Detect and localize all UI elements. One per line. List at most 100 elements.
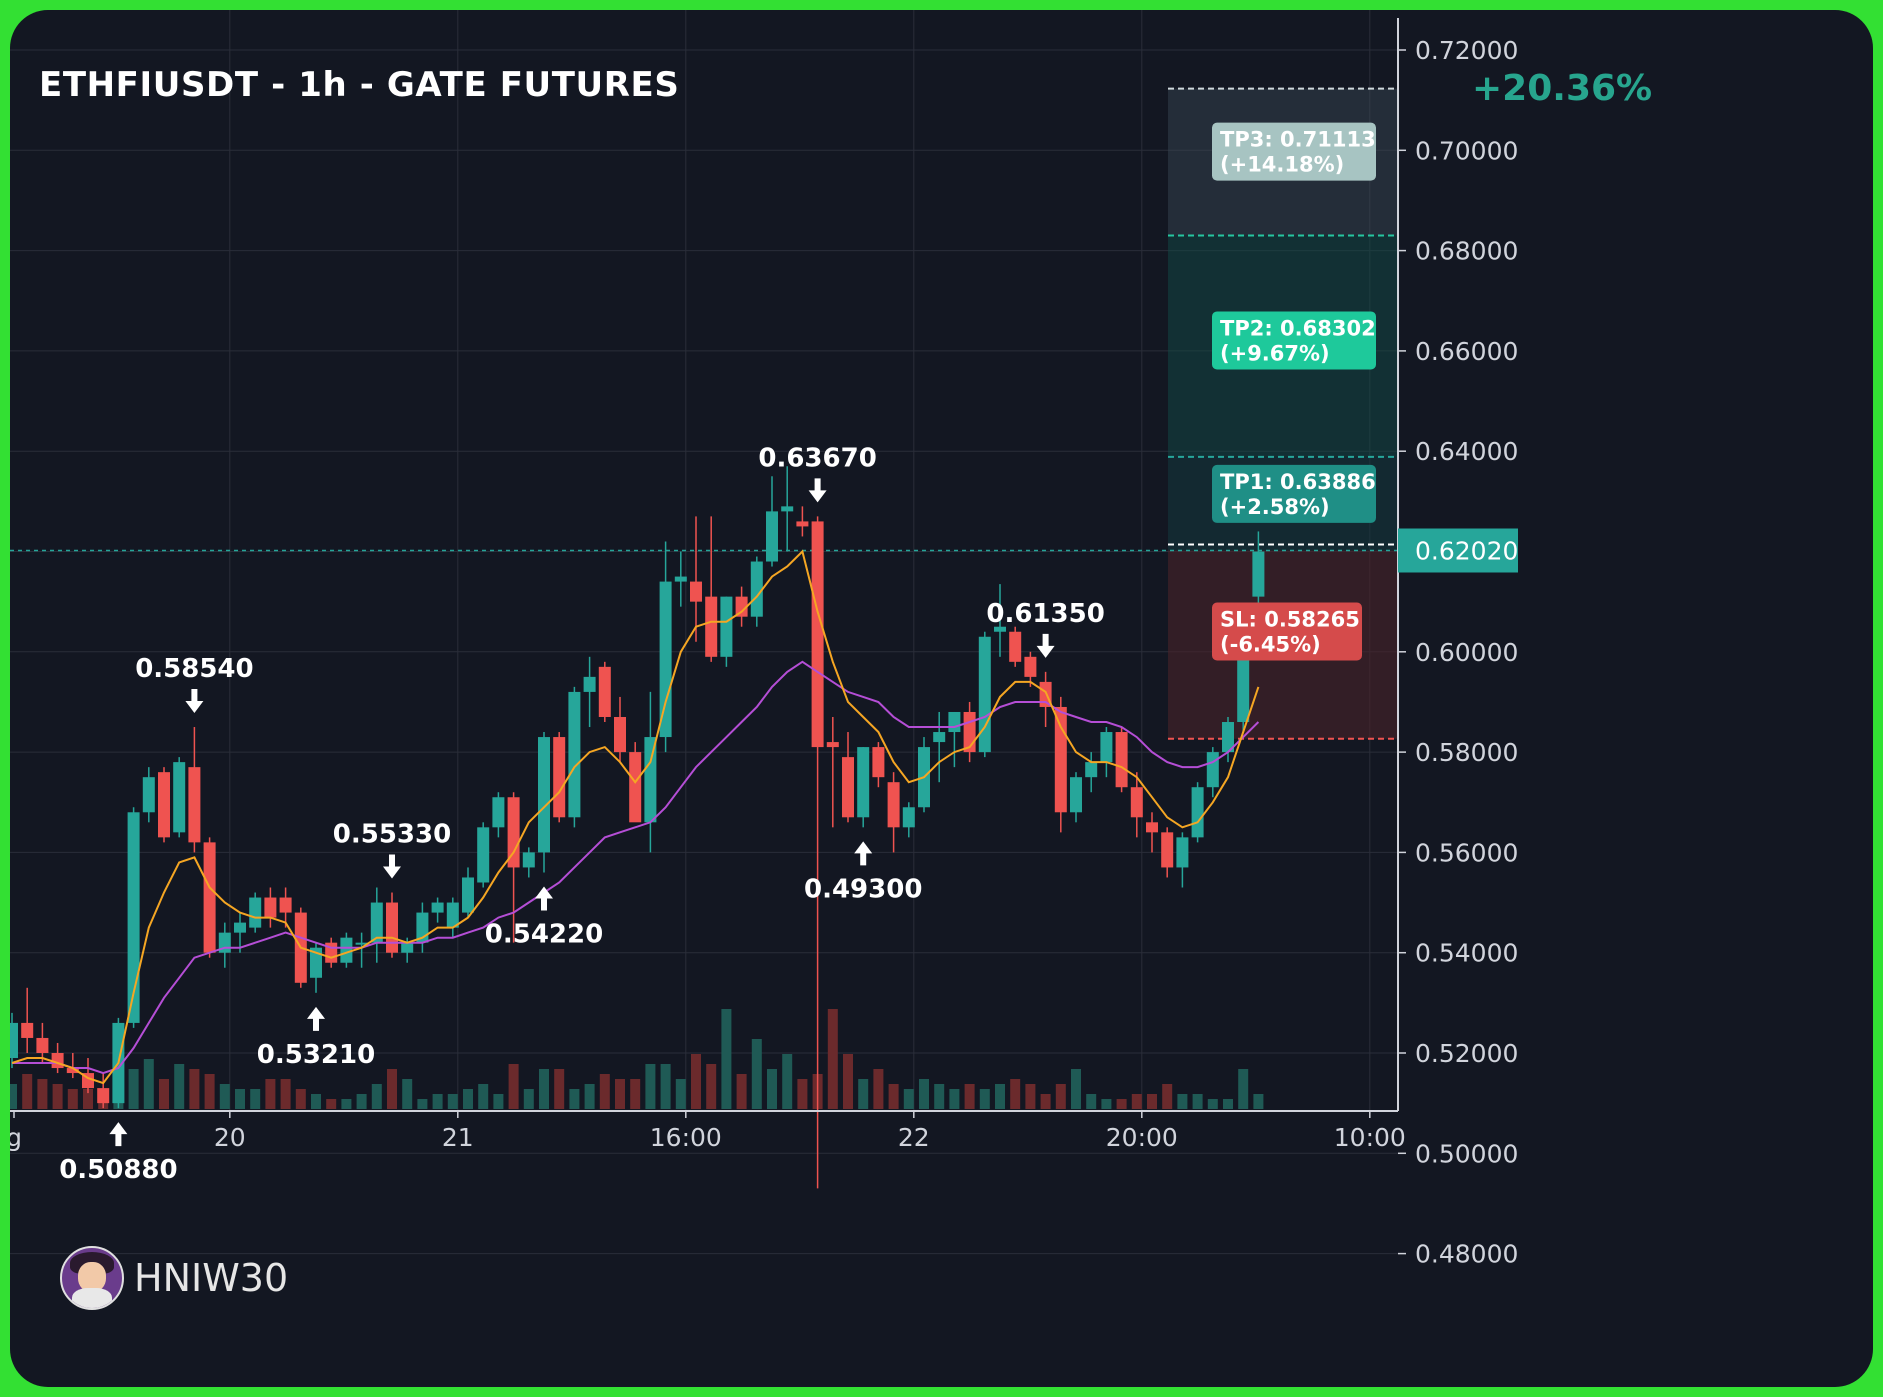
tp3-label-text: TP3: 0.71113	[1220, 128, 1376, 152]
candle	[720, 596, 733, 667]
candle-body	[446, 902, 459, 928]
author-badge: HNIW30	[60, 1246, 288, 1310]
volume-bar	[797, 1079, 808, 1109]
candle	[796, 506, 809, 537]
candle-body	[173, 762, 186, 833]
volume-bar	[1207, 1099, 1218, 1109]
candle	[568, 686, 581, 828]
x-tick-label: 21	[442, 1123, 474, 1152]
candle	[1085, 752, 1098, 793]
tp2-label: TP2: 0.68302(+9.67%)	[1212, 311, 1376, 370]
candle	[538, 732, 550, 873]
candle	[948, 711, 961, 768]
candle	[173, 757, 186, 838]
candle	[1222, 716, 1234, 763]
candle-body	[66, 1068, 79, 1074]
arrow-up-icon	[854, 841, 873, 866]
arrow-down-icon	[383, 854, 401, 879]
y-tick-label: 0.60000	[1415, 638, 1518, 667]
candle	[598, 661, 611, 723]
x-tick-label: 16:00	[650, 1123, 722, 1152]
candle-body	[1115, 732, 1128, 788]
volume-bar	[888, 1084, 899, 1109]
candle	[1176, 832, 1189, 888]
y-tick-label: 0.68000	[1415, 237, 1518, 266]
candle	[522, 847, 535, 878]
candle	[355, 932, 368, 968]
candle	[963, 701, 976, 763]
volume-bar	[341, 1099, 352, 1109]
annotation: 0.55330	[333, 820, 451, 879]
sl-pct-text: (-6.45%)	[1220, 632, 1321, 656]
candle-body	[1222, 722, 1234, 753]
volume-bar	[1177, 1094, 1188, 1109]
candle	[902, 802, 915, 838]
volume-bar	[782, 1054, 793, 1109]
candle-body	[583, 676, 596, 692]
candle-body	[127, 812, 140, 1023]
volume-bar	[1131, 1094, 1142, 1109]
candle-body	[355, 942, 368, 945]
annotation-label: 0.63670	[758, 443, 876, 473]
volume-bar	[1192, 1094, 1203, 1109]
candle-body	[507, 797, 520, 868]
candle-body	[1252, 551, 1265, 597]
volume-bar	[128, 1069, 139, 1109]
candle	[705, 516, 718, 662]
candle	[234, 912, 246, 953]
volume-bar	[584, 1084, 595, 1109]
annotation-label: 0.55330	[333, 820, 451, 850]
volume-bar	[569, 1089, 580, 1109]
volume-bar	[387, 1069, 397, 1109]
volume-bar	[447, 1094, 458, 1109]
candle-body	[1100, 732, 1113, 763]
volume-bar	[250, 1089, 261, 1109]
candle-body	[279, 897, 292, 913]
volume-bar	[1162, 1084, 1173, 1109]
candle-body	[234, 922, 246, 933]
candle	[583, 656, 596, 728]
candle-body	[1176, 837, 1189, 868]
candle-body	[857, 747, 870, 818]
total-gain: +20.36%	[1472, 68, 1653, 109]
candle	[1252, 531, 1265, 607]
candle	[674, 551, 687, 607]
candle	[857, 747, 870, 828]
volume-bar	[143, 1059, 154, 1109]
y-tick-label: 0.52000	[1415, 1039, 1518, 1068]
candle-body	[690, 581, 702, 602]
volume-bar	[706, 1064, 717, 1109]
volume-bar	[1086, 1094, 1097, 1109]
volume-bar	[675, 1079, 686, 1109]
current-price-label: 0.62020	[1415, 536, 1518, 565]
candle-body	[401, 942, 414, 953]
volume-bar	[10, 1084, 17, 1109]
candle	[1115, 727, 1128, 793]
candle-body	[614, 716, 626, 753]
candle	[249, 892, 262, 933]
candle	[918, 737, 930, 813]
candle-body	[264, 897, 277, 918]
candle	[66, 1053, 79, 1079]
candle	[1206, 747, 1219, 798]
volume-bar	[1223, 1099, 1233, 1109]
volume-bar	[1101, 1099, 1112, 1109]
candle	[370, 887, 383, 963]
candle-body	[796, 521, 809, 527]
volume-bar	[1238, 1069, 1249, 1109]
candle-body	[842, 757, 854, 818]
candle	[142, 767, 155, 823]
tp3-label-box	[1212, 122, 1376, 181]
candle-body	[811, 521, 824, 748]
candle	[36, 1022, 49, 1064]
volume-bar	[964, 1084, 975, 1109]
volume-bar	[1010, 1079, 1021, 1109]
chart-frame: 0.58540 0.50880 0.53210 0.55330 0.54220 0.636…	[10, 10, 1873, 1387]
volume-bar	[356, 1094, 367, 1109]
tp3-label: TP3: 0.71113(+14.18%)	[1212, 122, 1376, 181]
candle-body	[51, 1053, 64, 1069]
volume-bar	[1116, 1099, 1127, 1109]
author-name: HNIW30	[134, 1256, 289, 1300]
volume-bar	[1040, 1094, 1051, 1109]
price-chart[interactable]: 0.58540 0.50880 0.53210 0.55330 0.54220 0.636…	[10, 10, 1873, 1387]
